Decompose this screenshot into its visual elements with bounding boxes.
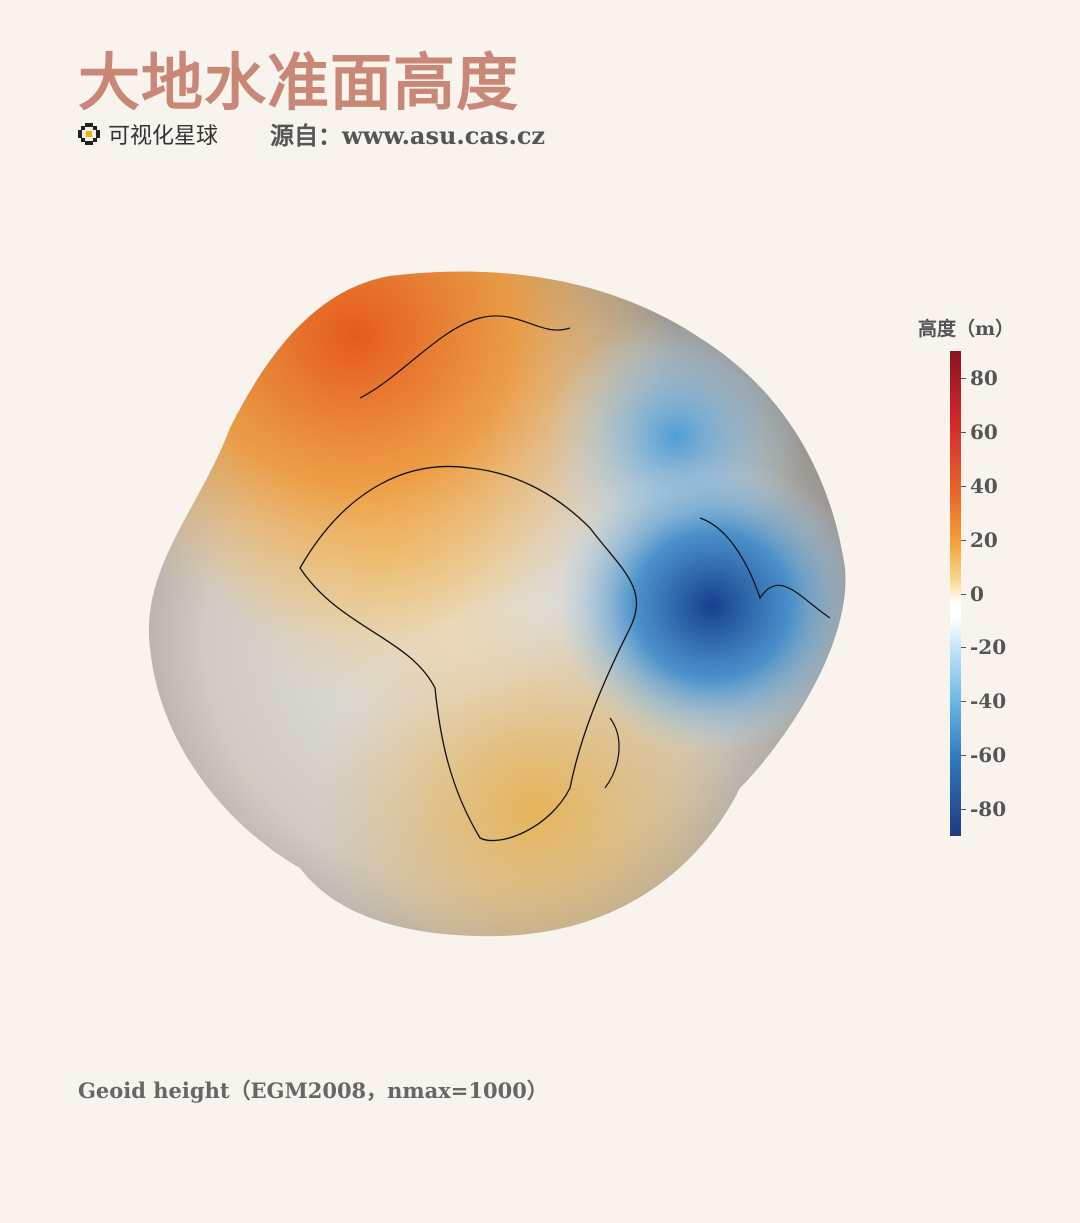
- colorbar: [950, 351, 961, 836]
- colorbar-tick-label: 60: [970, 419, 998, 444]
- brand-name: 可视化星球: [108, 124, 219, 149]
- colorbar-tick-label: 20: [970, 527, 998, 552]
- colorbar-tick: [961, 485, 966, 487]
- colorbar-tick: [961, 647, 966, 649]
- colorbar-tick-label: 0: [970, 581, 984, 606]
- colorbar-tick-label: 40: [970, 473, 998, 498]
- colorbar-title: 高度（m）: [918, 318, 1015, 340]
- colorbar-tick: [961, 431, 966, 433]
- source-text: 源自：www.asu.cas.cz: [270, 121, 546, 150]
- brand: 可视化星球: [78, 118, 218, 150]
- colorbar-tick: [961, 755, 966, 757]
- colorbar-tick-label: -60: [970, 743, 1007, 768]
- colorbar-tick-label: 80: [970, 365, 998, 390]
- geoid-globe: [140, 268, 855, 943]
- colorbar-tick-label: -40: [970, 689, 1007, 714]
- colorbar-tick-label: -80: [970, 797, 1007, 822]
- page-title: 大地水准面高度: [78, 46, 520, 119]
- colorbar-tick: [961, 701, 966, 703]
- pixel-flower-logo-icon: [78, 123, 100, 145]
- colorbar-tick: [961, 593, 966, 595]
- colorbar-tick: [961, 809, 966, 811]
- colorbar-tick: [961, 377, 966, 379]
- colorbar-tick-label: -20: [970, 635, 1007, 660]
- caption: Geoid height（EGM2008，nmax=1000）: [78, 1078, 548, 1103]
- colorbar-tick: [961, 539, 966, 541]
